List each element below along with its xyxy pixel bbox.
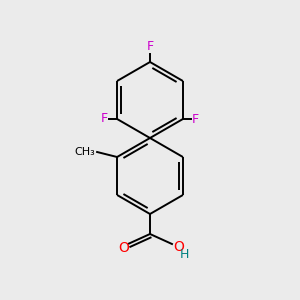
Text: O: O xyxy=(118,241,129,255)
Text: F: F xyxy=(192,112,199,125)
Text: H: H xyxy=(180,248,189,260)
Text: CH₃: CH₃ xyxy=(74,147,95,157)
Text: F: F xyxy=(101,112,108,125)
Text: O: O xyxy=(173,240,184,254)
Text: F: F xyxy=(146,40,154,53)
